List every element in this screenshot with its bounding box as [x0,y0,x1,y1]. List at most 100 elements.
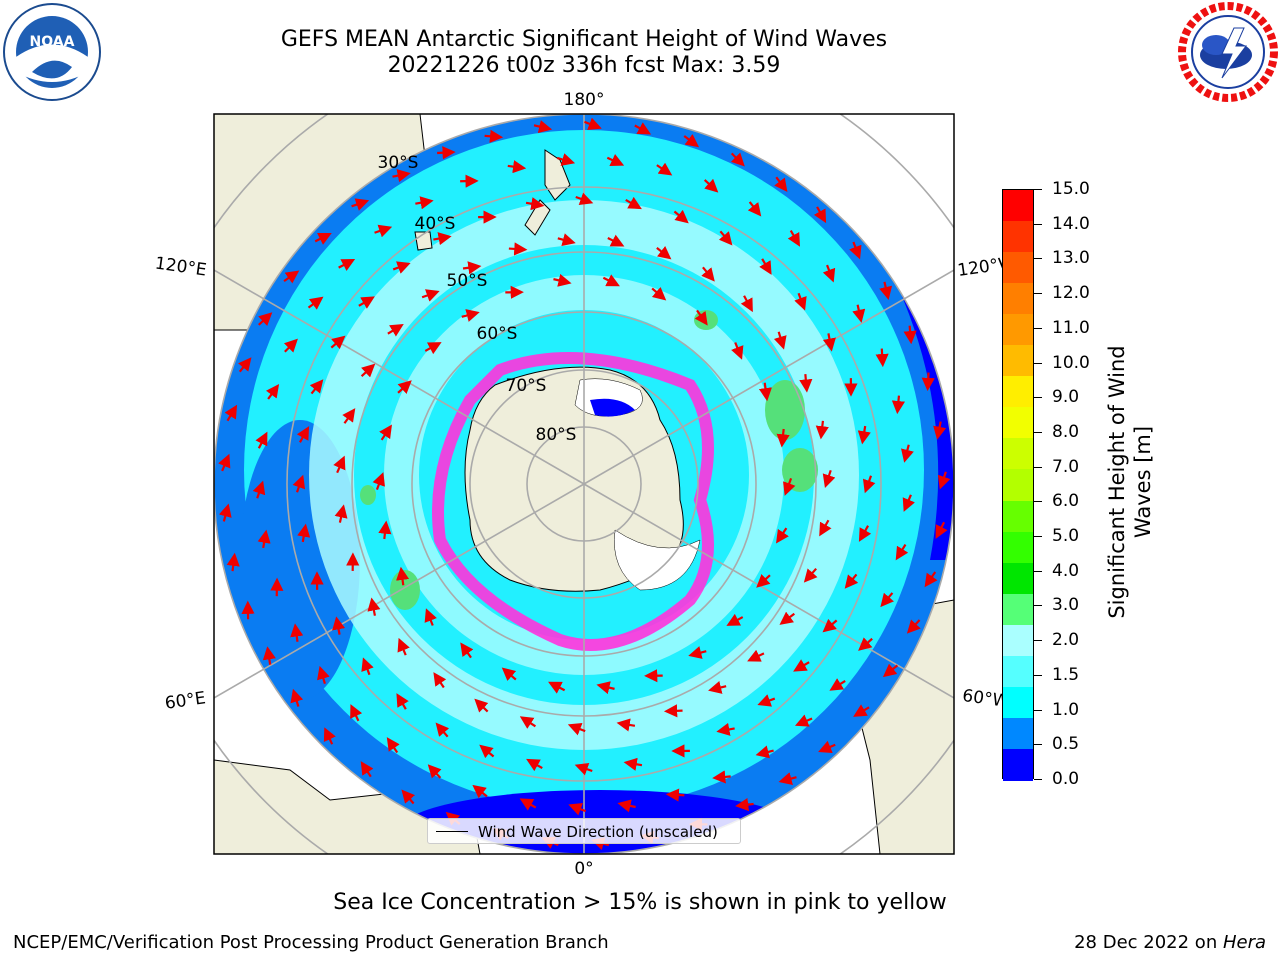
wave-direction-arrow [360,363,376,378]
wave-direction-arrow [895,544,909,561]
wave-direction-arrow [822,469,836,488]
wave-direction-arrow [360,761,374,778]
wave-direction-arrow [479,744,495,759]
wave-direction-arrow [813,206,827,224]
wave-direction-arrow [773,331,787,350]
wave-direction-arrow [575,192,594,206]
wave-direction-arrow [921,372,935,392]
colorbar-segment [1003,438,1033,471]
wave-direction-arrow [461,309,480,322]
wave-direction-arrow [933,421,947,440]
colorbar-tick-mark [1034,640,1042,642]
wave-direction-arrow [756,573,771,588]
wave-direction-arrow [849,241,862,260]
wave-direction-arrow [309,379,324,395]
wave-direction-arrow [891,395,906,415]
wave-direction-arrow [793,659,810,672]
wave-direction-arrow [596,681,615,695]
wave-direction-arrow [292,474,306,493]
wave-direction-arrow [519,716,537,729]
colorbar-segment [1003,717,1033,750]
wave-direction-arrow [935,521,948,539]
wave-direction-arrow [508,242,528,256]
wave-direction-arrow [238,357,252,373]
wave-direction-arrow [255,431,268,449]
colorbar-tick-label: 5.0 [1052,526,1080,547]
colorbar-tick-label: 0.5 [1052,734,1080,755]
footer-date-text: 28 Dec 2022 on [1074,932,1223,953]
wave-direction-arrow [819,519,832,537]
wave-direction-arrow [880,592,894,608]
map-frame [213,113,955,855]
colorbar-segment [1003,686,1033,719]
wave-direction-arrow [683,134,700,148]
colorbar-segment [1003,376,1033,409]
colorbar-tick-label: 7.0 [1052,456,1080,477]
colorbar-segment [1003,593,1033,626]
wave-direction-arrow [716,722,735,736]
colorbar-segment [1003,624,1033,657]
colorbar-segment [1003,531,1033,564]
colorbar-segment [1003,345,1033,378]
wave-direction-arrow [735,798,754,812]
wave-direction-arrow [257,529,271,549]
wave-direction-arrow [694,309,708,326]
wave-direction-arrow [435,722,450,738]
wave-direction-arrow [526,758,543,772]
wave-direction-arrow [350,704,363,722]
wave-direction-arrow [374,224,393,238]
wave-direction-arrow [397,380,412,395]
wave-direction-arrow [332,616,346,635]
wave-direction-arrow [358,296,375,309]
chart-subtitle: 20221226 t00z 336h fcst Max: 3.59 [387,53,781,78]
colorbar-tick-mark [1034,258,1042,260]
colorbar-tick-label: 6.0 [1052,491,1080,512]
colorbar-tick-mark [1034,362,1042,364]
wave-direction-arrow [392,169,411,183]
wave-direction-arrow [584,117,602,130]
footer-credit: NCEP/EMC/Verification Post Processing Pr… [13,932,609,953]
colorbar-segment [1003,252,1033,285]
wave-direction-arrow [396,566,410,586]
wave-direction-arrow [701,266,715,282]
colorbar-tick-mark [1034,293,1042,295]
wave-direction-arrow [574,762,593,776]
wave-direction-arrow [252,480,266,499]
wave-direction-arrow [257,312,273,327]
wave-direction-arrow [776,527,789,544]
colorbar-tick-label: 8.0 [1052,421,1080,442]
wave-direction-arrow [718,230,733,246]
colorbar-tick-mark [1034,431,1042,433]
wave-direction-arrow [265,383,280,400]
wave-direction-arrow [794,292,807,311]
colorbar-tick-mark [1034,397,1042,399]
colorbar-segment [1003,655,1033,688]
wave-direction-arrow [902,494,915,512]
wave-direction-arrow [903,325,917,345]
wave-direction-arrow [525,197,545,211]
colorbar-tick-mark [1034,570,1042,572]
lon-label-120e: 120°E [154,254,208,281]
colorbar-tick-label: 2.0 [1052,630,1080,651]
chart-title: GEFS MEAN Antarctic Significant Height o… [280,27,888,52]
wave-direction-arrow [484,129,504,143]
colorbar-segment [1003,283,1033,316]
wave-direction-arrow [901,444,914,463]
wave-direction-arrow [708,681,727,694]
colorbar-tick-label: 12.0 [1052,283,1090,304]
wave-direction-arrow [822,264,836,283]
wave-direction-arrow [852,304,866,323]
wave-direction-arrow [731,342,744,360]
colorbar-tick-label: 13.0 [1052,248,1090,269]
wave-direction-arrow [218,503,232,522]
lon-label-0: 0° [574,859,593,879]
wave-direction-arrow [924,571,938,588]
wave-direction-arrow [296,426,310,443]
footer-date: 28 Dec 2022 on Hera [1074,932,1266,953]
wave-direction-arrow [606,154,625,166]
wave-direction-arrow [387,324,404,337]
wave-direction-arrow [421,289,440,302]
colorbar-segment [1003,221,1033,254]
colorbar-segment [1003,314,1033,347]
wave-direction-arrow [342,408,356,424]
